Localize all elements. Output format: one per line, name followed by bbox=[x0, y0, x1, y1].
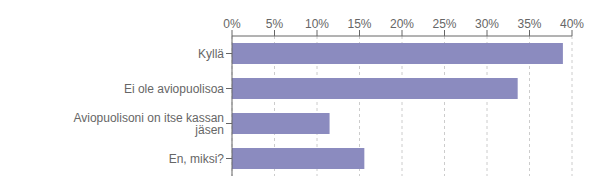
svg-text:Aviopuolisoni on itse kassanjä: Aviopuolisoni on itse kassanjäsen bbox=[73, 111, 224, 137]
svg-text:Kyllä: Kyllä bbox=[198, 47, 224, 61]
svg-text:Ei ole aviopuolisoa: Ei ole aviopuolisoa bbox=[124, 82, 224, 96]
svg-text:40%: 40% bbox=[560, 17, 584, 31]
svg-text:10%: 10% bbox=[305, 17, 329, 31]
svg-text:0%: 0% bbox=[223, 17, 241, 31]
svg-text:30%: 30% bbox=[475, 17, 499, 31]
svg-text:5%: 5% bbox=[266, 17, 284, 31]
svg-text:15%: 15% bbox=[347, 17, 371, 31]
svg-text:35%: 35% bbox=[517, 17, 541, 31]
svg-text:En, miksi?: En, miksi? bbox=[169, 152, 225, 166]
svg-text:25%: 25% bbox=[432, 17, 456, 31]
svg-text:20%: 20% bbox=[390, 17, 414, 31]
